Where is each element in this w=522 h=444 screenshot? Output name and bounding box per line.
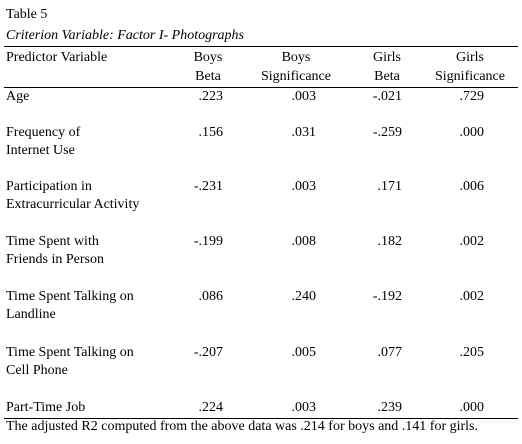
cell-value: .205 [459,345,485,360]
column-header: Girls [456,50,484,65]
bottom-rule [4,418,518,419]
cell-value: .240 [291,289,317,304]
cell-value: .077 [377,345,403,360]
cell-value: .006 [459,179,485,194]
row-label: Age [6,89,30,104]
row-label: Participation in [6,179,92,194]
table-title: Table 5 [6,7,48,22]
top-rule [4,46,518,47]
row-label: Time Spent Talking on [6,289,134,304]
cell-value: .002 [459,234,485,249]
row-label: Friends in Person [6,252,104,267]
cell-value: -.021 [372,89,402,104]
footnote: The adjusted R2 computed from the above … [6,419,479,434]
cell-value: .086 [198,289,224,304]
row-label: Part-Time Job [6,400,86,415]
cell-value: -.199 [193,234,223,249]
cell-value: -.231 [193,179,223,194]
cell-value: -.207 [193,345,223,360]
table-subtitle: Criterion Variable: Factor I- Photograph… [6,28,244,43]
column-header: Beta [195,69,221,84]
cell-value: .003 [291,400,317,415]
cell-value: .003 [291,179,317,194]
column-header: Girls [373,50,401,65]
header-rule [4,87,518,88]
cell-value: .000 [459,125,485,140]
row-label: Internet Use [6,143,75,158]
row-label: Landline [6,307,56,322]
cell-value: .223 [198,89,224,104]
cell-value: -.259 [372,125,402,140]
cell-value: -.192 [372,289,402,304]
row-label: Time Spent with [6,234,99,249]
column-header: Significance [261,69,331,84]
cell-value: .003 [291,89,317,104]
cell-value: .171 [377,179,403,194]
cell-value: .239 [377,400,403,415]
cell-value: .005 [291,345,317,360]
row-label: Frequency of [6,125,81,140]
column-header: Boys [193,50,223,65]
cell-value: .182 [377,234,403,249]
row-label: Cell Phone [6,363,68,378]
column-header: Boys [281,50,311,65]
column-header: Beta [374,69,400,84]
cell-value: .000 [459,400,485,415]
cell-value: .031 [291,125,317,140]
cell-value: .002 [459,289,485,304]
cell-value: .008 [291,234,317,249]
cell-value: .156 [198,125,224,140]
row-label: Time Spent Talking on [6,345,134,360]
header-label: Predictor Variable [6,50,108,65]
cell-value: .729 [459,89,485,104]
column-header: Significance [435,69,505,84]
cell-value: .224 [198,400,224,415]
row-label: Extracurricular Activity [6,197,140,212]
